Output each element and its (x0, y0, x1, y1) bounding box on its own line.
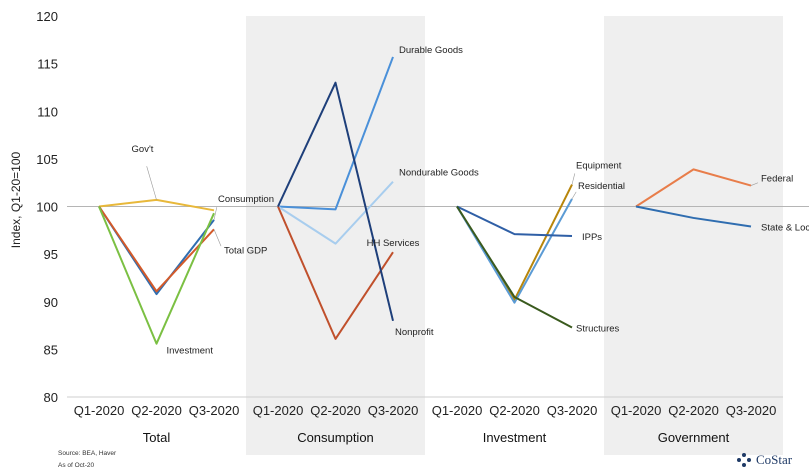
y-tick-label: 120 (36, 9, 58, 24)
costar-logo-icon (737, 453, 751, 467)
x-tick-label: Q2-2020 (489, 403, 540, 418)
group-label-investment: Investment (483, 430, 547, 445)
series-label-leader-federal (750, 182, 759, 186)
series-line-hh-services (277, 206, 394, 340)
series-label-ipps: IPPs (582, 232, 602, 243)
series-label-hh-services: HH Services (367, 238, 420, 249)
series-label-structures: Structures (576, 323, 620, 334)
series-label-investment: Investment (167, 346, 214, 357)
y-tick-label: 115 (37, 57, 58, 72)
series-label-federal: Federal (761, 174, 793, 185)
series-label-nondurable-goods: Nondurable Goods (399, 168, 479, 179)
x-tick-label: Q1-2020 (611, 403, 662, 418)
source-note: Source: BEA, Haver (58, 450, 117, 457)
x-tick-label: Q3-2020 (547, 403, 598, 418)
y-tick-label: 100 (36, 200, 58, 215)
series-label-equipment: Equipment (576, 161, 622, 172)
group-shading-layer (246, 16, 783, 455)
x-tick-label: Q3-2020 (726, 403, 777, 418)
series-label-leader-total-gdp (213, 229, 222, 247)
x-tick-label: Q1-2020 (432, 403, 483, 418)
series-line-investment (98, 206, 215, 345)
y-tick-label: 85 (44, 342, 58, 357)
series-line-total-gdp (98, 205, 215, 293)
x-tick-label: Q2-2020 (131, 403, 182, 418)
series-line-structures (456, 205, 573, 329)
series-label-total-gdp: Total GDP (224, 245, 267, 256)
x-tick-label: Q1-2020 (253, 403, 304, 418)
series-line-gov-t (98, 198, 215, 212)
series-label-gov-t: Gov't (132, 144, 154, 155)
y-tick-label: 90 (44, 295, 58, 310)
y-axis-title: Index, Q1-20=100 (9, 151, 23, 248)
series-label-layer: Gov't Consumption Total GDP Investment Durab… (132, 45, 809, 357)
x-axis: Q1-2020 Q2-2020 Q3-2020 Total Q1-2020 Q2-2020… (67, 396, 783, 445)
group-shading-consumption (246, 16, 425, 455)
y-tick-label: 110 (37, 104, 58, 119)
costar-logo: CoStar (736, 452, 792, 468)
x-tick-label: Q2-2020 (668, 403, 719, 418)
series-label-durable-goods: Durable Goods (399, 45, 463, 56)
series-label-leader-residential (571, 191, 577, 200)
series-line-nondurable-goods (277, 181, 394, 245)
group-label-consumption: Consumption (297, 430, 374, 445)
series-label-residential: Residential (578, 181, 625, 192)
series-label-state-local: State & Local (761, 223, 809, 234)
x-tick-label: Q3-2020 (368, 403, 419, 418)
x-tick-label: Q1-2020 (74, 403, 125, 418)
series-line-equipment (456, 184, 573, 301)
group-shading-government (604, 16, 783, 455)
series-line-residential (456, 198, 573, 304)
series-layer (98, 56, 752, 345)
series-label-consumption: Consumption (218, 194, 274, 205)
group-label-government: Government (658, 430, 730, 445)
series-label-leader-consumption (213, 207, 218, 220)
y-tick-label: 80 (44, 390, 58, 405)
costar-logo-text: CoStar (756, 452, 793, 467)
y-axis: 80 85 90 95 100 105 110 115 120 (36, 9, 58, 405)
series-line-durable-goods (277, 56, 394, 211)
series-line-nonprofit (277, 81, 394, 322)
series-line-federal (635, 168, 752, 208)
series-label-leader-equipment (571, 173, 576, 185)
series-label-nonprofit: Nonprofit (395, 327, 434, 338)
series-line-ipps (456, 205, 573, 238)
y-tick-label: 95 (44, 247, 58, 262)
x-tick-label: Q2-2020 (310, 403, 361, 418)
date-note: As of Oct-20 (58, 462, 95, 469)
series-label-leader-gov-t (146, 166, 157, 200)
y-tick-label: 105 (36, 152, 58, 167)
group-label-total: Total (143, 430, 171, 445)
x-tick-label: Q3-2020 (189, 403, 240, 418)
series-line-state-local (635, 205, 752, 228)
